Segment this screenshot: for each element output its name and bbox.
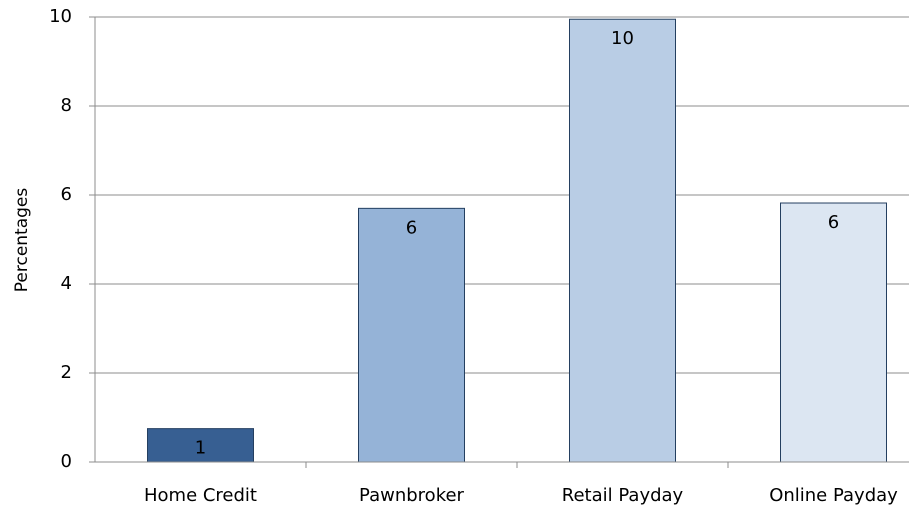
y-tick-label: 2 <box>61 362 72 383</box>
data-label: 10 <box>611 28 634 49</box>
y-tick-label: 4 <box>61 273 72 294</box>
y-tick-label: 8 <box>61 95 72 116</box>
data-label: 6 <box>828 212 839 233</box>
x-tick-label: Home Credit <box>144 485 257 506</box>
x-tick-label: Retail Payday <box>562 485 684 506</box>
y-tick-label: 10 <box>49 6 72 27</box>
y-tick-label: 6 <box>61 184 72 205</box>
y-tick-label: 0 <box>61 451 72 472</box>
bar <box>780 202 887 463</box>
x-tick-label: Online Payday <box>769 485 898 506</box>
y-axis-label: Percentages <box>12 188 32 293</box>
data-label: 1 <box>195 438 206 459</box>
data-label: 6 <box>406 217 417 238</box>
bar <box>569 18 676 463</box>
x-tick-label: Pawnbroker <box>359 485 465 506</box>
bar <box>358 207 465 463</box>
